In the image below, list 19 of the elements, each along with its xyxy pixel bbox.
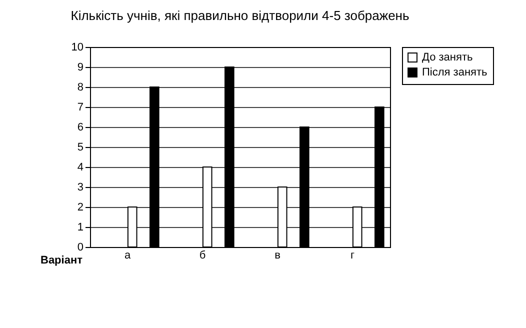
y-tick-label: 5	[77, 142, 84, 154]
x-tick-label: в	[274, 250, 281, 262]
legend-label: До занять	[422, 52, 473, 64]
y-tick-label: 7	[77, 102, 84, 114]
legend-label: Після занять	[422, 66, 488, 78]
y-tick-label: 1	[77, 222, 84, 234]
x-tick-label: а	[124, 250, 132, 262]
y-tick-label: 9	[77, 62, 84, 74]
x-axis-title: Варіант	[40, 254, 84, 266]
y-tick-label: 3	[77, 182, 84, 194]
y-tick-label: 6	[77, 122, 84, 134]
x-tick-label: г	[350, 250, 355, 262]
x-tick-label: б	[199, 250, 206, 262]
y-tick-label: 2	[77, 202, 84, 214]
y-tick-label: 0	[77, 242, 84, 254]
chart-title: Кількість учнів, які правильно відтворили 4-5 зображень	[70, 8, 410, 23]
y-tick-label: 10	[71, 42, 84, 54]
y-tick-label: 4	[77, 162, 84, 174]
y-tick-label: 8	[77, 82, 84, 94]
